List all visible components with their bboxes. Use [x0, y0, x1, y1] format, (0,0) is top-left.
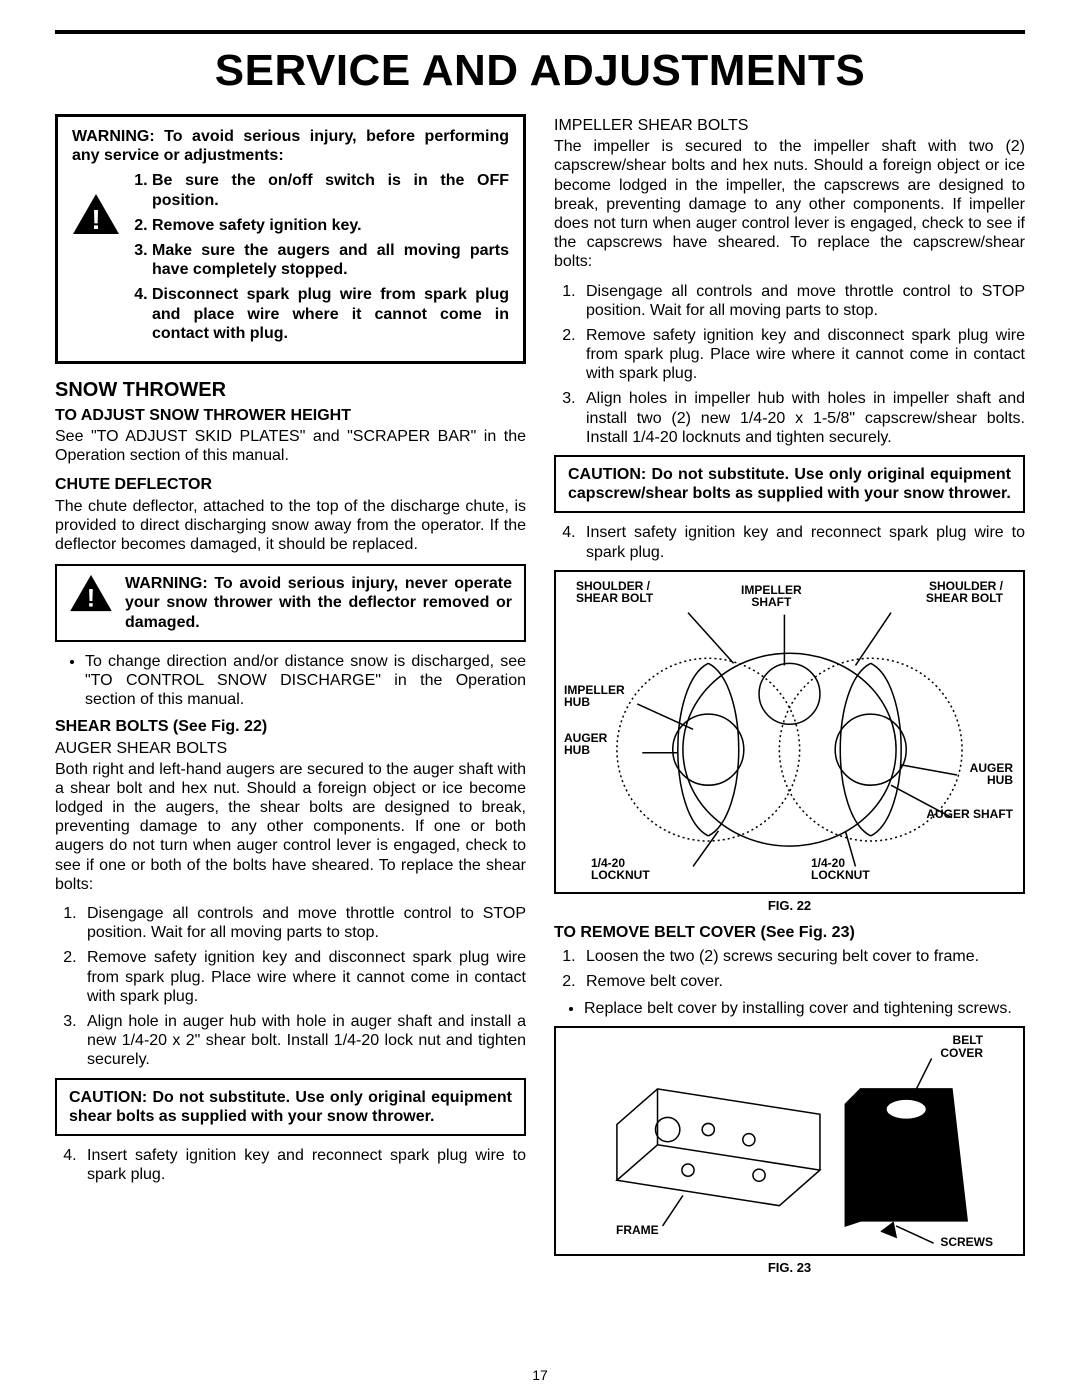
imp-step-3: Align holes in impeller hub with holes i… [580, 389, 1025, 447]
columns: WARNING: To avoid serious injury, before… [55, 114, 1025, 1286]
impeller-head: IMPELLER SHEAR BOLTS [554, 116, 1025, 135]
belt-steps: Loosen the two (2) screws securing belt … [554, 947, 1025, 991]
direction-bullet-list: To change direction and/or distance snow… [55, 652, 526, 710]
warning-icon: ! [69, 574, 113, 612]
impeller-steps-cont: Insert safety ignition key and reconnect… [554, 523, 1025, 561]
lbl-impeller-shaft: IMPELLERSHAFT [741, 584, 802, 609]
lbl-auger-hub-r: AUGERHUB [970, 762, 1013, 787]
belt-step-2: Remove belt cover. [580, 972, 1025, 991]
lbl-impeller-hub: IMPELLERHUB [564, 684, 625, 709]
caution-box-2: CAUTION: Do not substitute. Use only ori… [554, 455, 1025, 513]
chute-head: CHUTE DEFLECTOR [55, 475, 526, 494]
svg-text:!: ! [91, 204, 100, 235]
figure-22: SHOULDER /SHEAR BOLT IMPELLERSHAFT SHOUL… [554, 570, 1025, 894]
imp-step-4: Insert safety ignition key and reconnect… [580, 523, 1025, 561]
auger-step-3: Align hole in auger hub with hole in aug… [81, 1012, 526, 1070]
belt-step-1: Loosen the two (2) screws securing belt … [580, 947, 1025, 966]
auger-step-1: Disengage all controls and move throttle… [81, 904, 526, 942]
imp-step-2: Remove safety ignition key and disconnec… [580, 326, 1025, 384]
direction-bullet: To change direction and/or distance snow… [85, 652, 526, 710]
warning-lead: WARNING: To avoid serious injury, before… [72, 127, 509, 165]
fig22-caption: FIG. 22 [554, 898, 1025, 914]
lbl-frame: FRAME [616, 1224, 659, 1237]
deflector-warning-text: WARNING: To avoid serious injury, never … [125, 574, 512, 632]
section-heading: SNOW THROWER [55, 378, 526, 402]
warn-item-2: Remove safety ignition key. [152, 216, 509, 235]
chute-body: The chute deflector, attached to the top… [55, 497, 526, 555]
impeller-body: The impeller is secured to the impeller … [554, 137, 1025, 271]
warning-content: ! Be sure the on/off switch is in the OF… [72, 171, 509, 349]
shear-head: SHEAR BOLTS (See Fig. 22) [55, 717, 526, 736]
warning-list: Be sure the on/off switch is in the OFF … [132, 171, 509, 349]
svg-text:!: ! [87, 585, 95, 612]
auger-head: AUGER SHEAR BOLTS [55, 739, 526, 758]
figure-23: BELTCOVER FRAME SCREWS [554, 1026, 1025, 1256]
lbl-locknut-l: 1/4-20LOCKNUT [591, 857, 650, 882]
left-column: WARNING: To avoid serious injury, before… [55, 114, 526, 1286]
auger-steps-cont: Insert safety ignition key and reconnect… [55, 1146, 526, 1184]
auger-step-2: Remove safety ignition key and disconnec… [81, 948, 526, 1006]
lbl-screws: SCREWS [940, 1236, 993, 1249]
auger-step-4: Insert safety ignition key and reconnect… [81, 1146, 526, 1184]
auger-body: Both right and left-hand augers are secu… [55, 760, 526, 894]
adjust-height-head: TO ADJUST SNOW THROWER HEIGHT [55, 406, 526, 425]
lbl-auger-shaft: AUGER SHAFT [926, 808, 1013, 821]
impeller-steps: Disengage all controls and move throttle… [554, 282, 1025, 448]
auger-steps: Disengage all controls and move throttle… [55, 904, 526, 1070]
lbl-auger-hub-l: AUGERHUB [564, 732, 607, 757]
belt-bullet: Replace belt cover by installing cover a… [584, 999, 1025, 1018]
right-column: IMPELLER SHEAR BOLTS The impeller is sec… [554, 114, 1025, 1286]
warning-box: WARNING: To avoid serious injury, before… [55, 114, 526, 364]
top-rule [55, 30, 1025, 34]
lbl-shoulder-bolt-r: SHOULDER /SHEAR BOLT [926, 580, 1003, 605]
warning-icon: ! [72, 171, 120, 235]
caution-box-1: CAUTION: Do not substitute. Use only ori… [55, 1078, 526, 1136]
warn-item-4: Disconnect spark plug wire from spark pl… [152, 285, 509, 343]
imp-step-1: Disengage all controls and move throttle… [580, 282, 1025, 320]
page-title: SERVICE AND ADJUSTMENTS [55, 46, 1025, 96]
warn-item-1: Be sure the on/off switch is in the OFF … [152, 171, 509, 209]
warn-item-3: Make sure the augers and all moving part… [152, 241, 509, 279]
deflector-warning-box: ! WARNING: To avoid serious injury, neve… [55, 564, 526, 642]
belt-head: TO REMOVE BELT COVER (See Fig. 23) [554, 923, 1025, 942]
belt-bullets: Replace belt cover by installing cover a… [554, 999, 1025, 1018]
adjust-height-body: See "TO ADJUST SKID PLATES" and "SCRAPER… [55, 427, 526, 465]
lbl-shoulder-bolt-l: SHOULDER /SHEAR BOLT [576, 580, 653, 605]
lbl-belt-cover: BELTCOVER [940, 1034, 983, 1059]
page: SERVICE AND ADJUSTMENTS WARNING: To avoi… [0, 0, 1080, 1397]
fig23-caption: FIG. 23 [554, 1260, 1025, 1276]
fig22-diagram [556, 572, 1023, 897]
page-number: 17 [532, 1367, 548, 1383]
lbl-locknut-r: 1/4-20LOCKNUT [811, 857, 870, 882]
